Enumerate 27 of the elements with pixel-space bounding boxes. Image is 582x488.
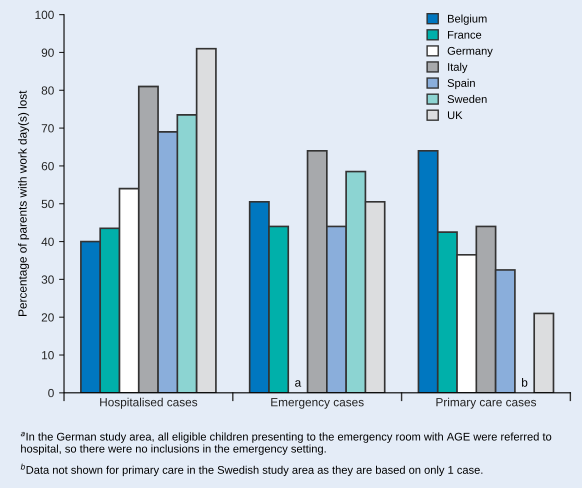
text: $^{a}$In the German study area, all eligible children presenting to the emergency room with AGE were referred to hospital, so there were no inclusions in the emergency setting. (20, 432, 552, 455)
y-tick-label: 80 (42, 86, 54, 95)
y-tick-label: 90 (42, 48, 54, 57)
y-tick-label: 20 (42, 313, 54, 322)
y-tick-label: 70 (42, 124, 54, 132)
x-tick-label: Primary care cases (436, 398, 536, 409)
legend-label: France (448, 30, 482, 39)
y-tick-label: 100 (36, 10, 54, 20)
text: $^{b}$Data not shown for primary care in the Swedish study area as they are based on only 1 case. (20, 464, 482, 476)
legend-label: UK (448, 111, 462, 120)
y-axis-title: Percentage of parents with work day(s) lost (18, 90, 30, 316)
x-tick-label: Hospitalised cases (100, 398, 198, 409)
x-tick-label: Emergency cases (271, 398, 364, 409)
legend-label: Sweden (448, 94, 487, 104)
y-tick-label: 0 (48, 388, 54, 398)
bar (533, 312, 554, 393)
y-tick-label: 40 (41, 238, 54, 246)
legend-label: Spain (448, 78, 475, 90)
y-tick-label: 60 (42, 162, 54, 170)
y-tick-label: 10 (42, 351, 54, 360)
legend-label: Italy (448, 62, 468, 74)
legend-label: Germany (448, 46, 493, 57)
y-tick-label: 50 (42, 200, 54, 208)
annotation: a (295, 380, 302, 387)
legend-label: Belgium (448, 14, 487, 25)
annotation: b (522, 378, 528, 387)
y-tick-label: 30 (42, 275, 54, 284)
